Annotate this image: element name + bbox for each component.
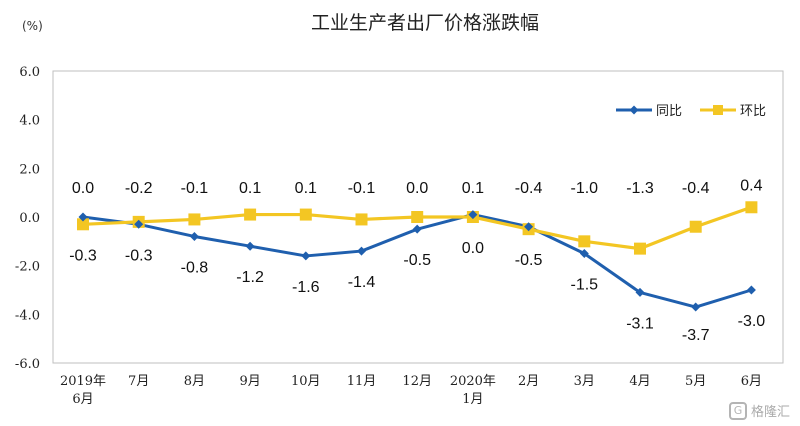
data-label: 0.1	[295, 180, 317, 197]
y-tick-label: 2.0	[19, 162, 40, 177]
data-label: -0.4	[515, 180, 543, 197]
x-tick-label: 9月	[239, 374, 260, 389]
y-axis-unit: (%)	[22, 19, 43, 33]
plot-frame	[52, 70, 784, 364]
data-label: -0.4	[682, 180, 710, 197]
data-label: -0.8	[181, 259, 209, 276]
data-label: -1.6	[292, 279, 320, 296]
watermark: G 格隆汇	[728, 401, 790, 420]
data-point	[355, 213, 368, 226]
data-point	[189, 231, 199, 241]
data-point	[357, 246, 366, 256]
legend-label: 同比	[656, 104, 682, 119]
data-point	[635, 287, 645, 297]
data-point	[301, 251, 311, 261]
x-tick-label: 10月	[291, 374, 321, 389]
data-point	[134, 219, 144, 229]
y-tick-label: 6.0	[19, 65, 40, 80]
data-label: -0.3	[125, 247, 153, 264]
x-tick-label: 12月	[402, 374, 432, 389]
data-label: -3.0	[738, 313, 766, 330]
data-point	[578, 235, 591, 248]
data-label: 0.4	[740, 177, 762, 194]
data-point	[299, 208, 312, 221]
x-tick-label: 3月	[574, 374, 595, 389]
x-tick-label: 8月	[184, 374, 205, 389]
x-tick-label: 2020年 1月	[450, 374, 496, 407]
data-point	[689, 220, 702, 233]
data-label: 0.0	[406, 180, 428, 197]
data-label: 0.0	[462, 240, 484, 257]
x-tick-label: 2月	[518, 374, 539, 389]
legend-marker	[713, 105, 723, 115]
x-tick-label: 5月	[685, 374, 706, 389]
data-label: -0.1	[348, 180, 376, 197]
data-label: -1.4	[348, 274, 376, 291]
data-label: 0.1	[462, 180, 484, 197]
data-label: -1.3	[626, 180, 654, 197]
data-label: -1.0	[571, 180, 599, 197]
data-label: -1.5	[571, 277, 599, 294]
y-tick-label: -6.0	[15, 357, 40, 372]
data-point	[468, 210, 478, 220]
data-point	[579, 249, 589, 258]
data-label: -3.1	[626, 315, 654, 332]
x-tick-label: 4月	[629, 374, 650, 389]
data-point	[188, 213, 201, 226]
y-tick-label: 0.0	[19, 211, 40, 226]
data-point	[746, 285, 756, 295]
data-point	[745, 201, 758, 214]
y-tick-label: -2.0	[15, 260, 40, 275]
legend: 同比 环比	[616, 104, 766, 119]
x-tick-label: 7月	[128, 374, 149, 389]
data-label: -1.2	[236, 269, 264, 286]
data-point	[77, 218, 89, 231]
data-label: -0.5	[515, 252, 543, 269]
legend-marker	[629, 105, 639, 115]
data-point	[634, 242, 646, 255]
data-label: -3.7	[682, 327, 710, 344]
data-label: -0.3	[69, 247, 97, 264]
data-label: -0.5	[403, 252, 431, 269]
data-point	[524, 222, 534, 232]
data-point	[244, 208, 257, 221]
legend-label: 环比	[740, 104, 766, 119]
x-tick-label: 11月	[347, 374, 377, 389]
data-point	[412, 224, 422, 234]
x-tick-label: 6月	[741, 374, 762, 389]
data-point	[691, 302, 701, 312]
data-point	[78, 212, 88, 222]
x-tick-label: 2019年 6月	[60, 374, 106, 407]
data-point	[245, 241, 255, 251]
data-point	[411, 211, 424, 223]
data-label: -0.1	[181, 180, 209, 197]
watermark-text: 格隆汇	[750, 405, 790, 420]
y-tick-label: -4.0	[15, 308, 40, 323]
data-label: 0.1	[239, 180, 261, 197]
data-label: 0.0	[72, 180, 94, 197]
chart-title: 工业生产者出厂价格涨跌幅	[311, 12, 539, 34]
watermark-logo-icon: G	[728, 401, 747, 420]
data-label: -0.2	[125, 180, 153, 197]
y-tick-label: 4.0	[19, 114, 40, 129]
